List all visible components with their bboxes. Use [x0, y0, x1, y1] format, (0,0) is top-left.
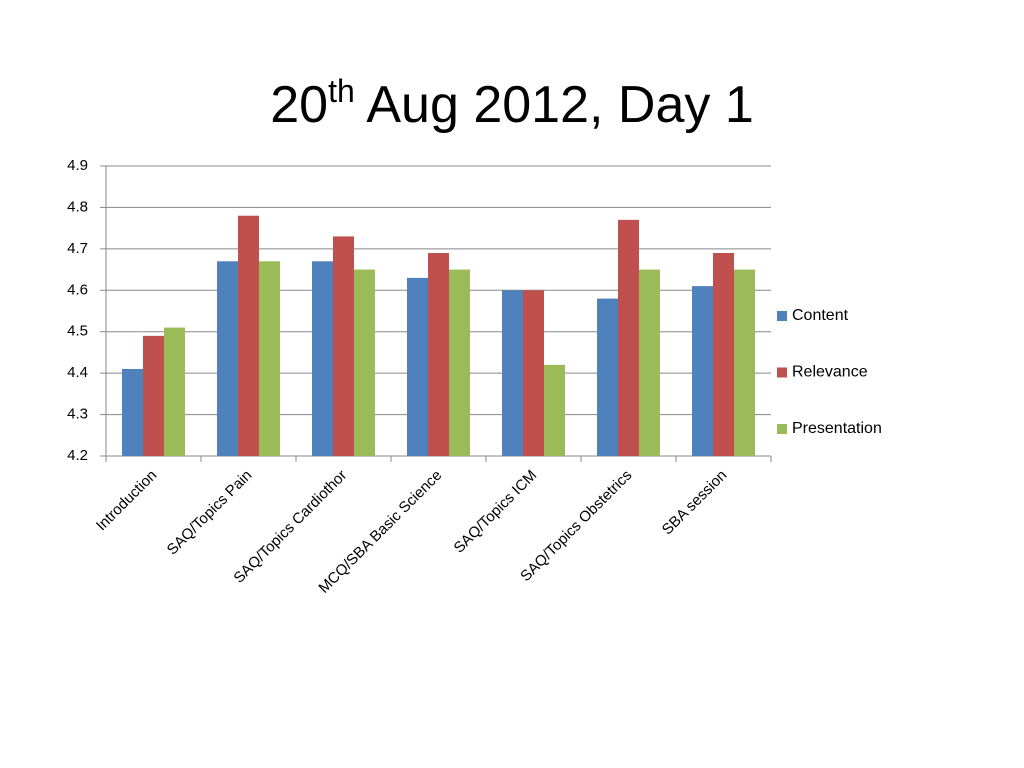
bar: [354, 269, 375, 456]
x-tick-label: SAQ/Topics Obstetrics: [517, 467, 635, 585]
bar: [217, 261, 238, 456]
bar: [333, 236, 354, 456]
x-tick-label: SAQ/Topics ICM: [451, 467, 541, 557]
legend-swatch: [777, 367, 787, 378]
bar: [713, 253, 734, 456]
bar: [639, 269, 660, 456]
legend-label: Content: [792, 307, 849, 324]
legend-label: Presentation: [792, 420, 882, 437]
y-tick-label: 4.3: [67, 406, 88, 423]
legend-swatch: [777, 311, 787, 321]
title-part: 20: [270, 76, 328, 134]
x-tick-label: SBA session: [659, 467, 731, 539]
bar: [164, 327, 185, 456]
bar: [407, 277, 428, 456]
bar: [143, 335, 164, 456]
x-tick-label: SAQ/Topics Pain: [164, 467, 256, 559]
bar: [597, 298, 618, 456]
bar: [502, 290, 523, 456]
x-tick-label: Introduction: [93, 467, 160, 534]
y-tick-label: 4.4: [67, 364, 88, 381]
bar: [523, 290, 544, 456]
bar: [544, 364, 565, 456]
legend-swatch: [777, 424, 787, 434]
y-tick-label: 4.9: [67, 157, 88, 174]
title-superscript: th: [328, 73, 355, 109]
y-tick-label: 4.5: [67, 323, 88, 340]
bar: [259, 261, 280, 456]
bar: [122, 369, 143, 456]
y-tick-label: 4.7: [67, 240, 88, 257]
y-tick-label: 4.6: [67, 281, 88, 298]
bar: [312, 261, 333, 456]
title-part: Aug 2012, Day 1: [355, 76, 754, 134]
bar: [692, 286, 713, 456]
bar: [238, 215, 259, 456]
chart-title: 20th Aug 2012, Day 1: [270, 73, 754, 134]
bar: [428, 253, 449, 456]
bar: [449, 269, 470, 456]
legend-label: Relevance: [792, 364, 868, 381]
y-tick-label: 4.2: [67, 447, 88, 464]
y-tick-label: 4.8: [67, 198, 88, 215]
bar: [618, 219, 639, 456]
bar: [734, 269, 755, 456]
